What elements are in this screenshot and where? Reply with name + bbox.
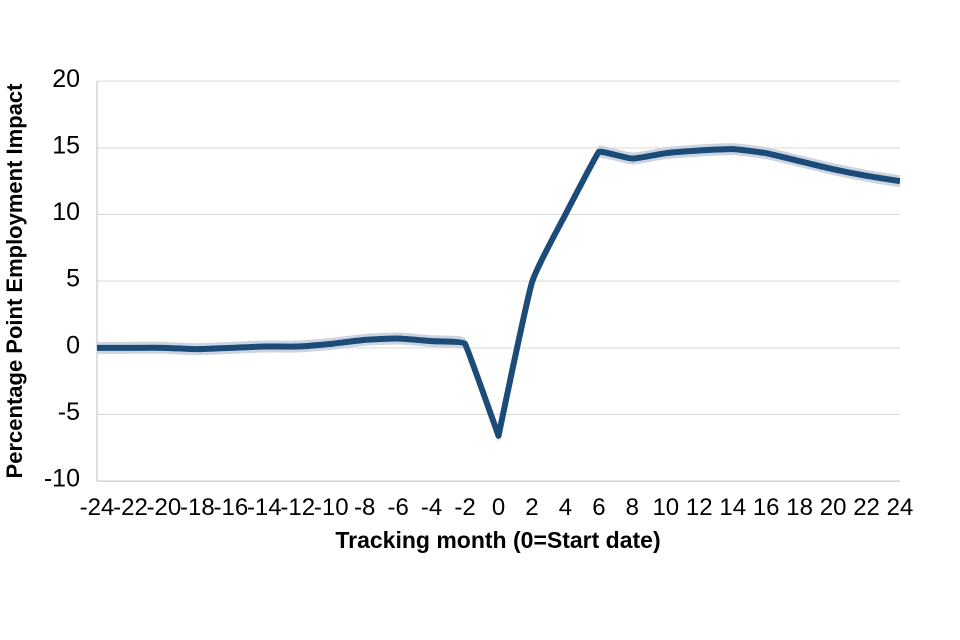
svg-text:18: 18: [786, 494, 813, 521]
svg-text:-18: -18: [180, 494, 215, 521]
svg-text:0: 0: [492, 494, 505, 521]
svg-text:15: 15: [52, 132, 80, 160]
svg-text:16: 16: [753, 494, 780, 521]
svg-text:-5: -5: [58, 398, 80, 426]
svg-text:-8: -8: [354, 494, 375, 521]
svg-text:12: 12: [686, 494, 713, 521]
svg-text:-14: -14: [247, 494, 282, 521]
svg-text:-12: -12: [280, 494, 315, 521]
svg-text:10: 10: [52, 198, 80, 226]
svg-text:6: 6: [592, 494, 605, 521]
svg-text:14: 14: [719, 494, 746, 521]
svg-text:4: 4: [559, 494, 572, 521]
svg-text:-6: -6: [387, 494, 408, 521]
svg-text:24: 24: [887, 494, 914, 521]
svg-text:8: 8: [626, 494, 639, 521]
svg-text:Tracking month (0=Start date): Tracking month (0=Start date): [335, 527, 660, 553]
svg-text:-16: -16: [213, 494, 248, 521]
svg-text:-10: -10: [314, 494, 349, 521]
svg-text:-2: -2: [454, 494, 475, 521]
svg-text:0: 0: [66, 332, 80, 360]
svg-text:Percentage Point Employment Im: Percentage Point Employment Impact: [2, 83, 27, 479]
svg-text:-22: -22: [113, 494, 148, 521]
svg-text:20: 20: [52, 65, 80, 93]
svg-text:-20: -20: [147, 494, 182, 521]
svg-text:2: 2: [525, 494, 538, 521]
svg-text:-10: -10: [44, 465, 80, 493]
svg-text:-24: -24: [80, 494, 115, 521]
svg-text:22: 22: [853, 494, 880, 521]
svg-text:10: 10: [652, 494, 679, 521]
svg-text:-4: -4: [421, 494, 442, 521]
svg-text:5: 5: [66, 265, 80, 293]
svg-text:20: 20: [820, 494, 847, 521]
